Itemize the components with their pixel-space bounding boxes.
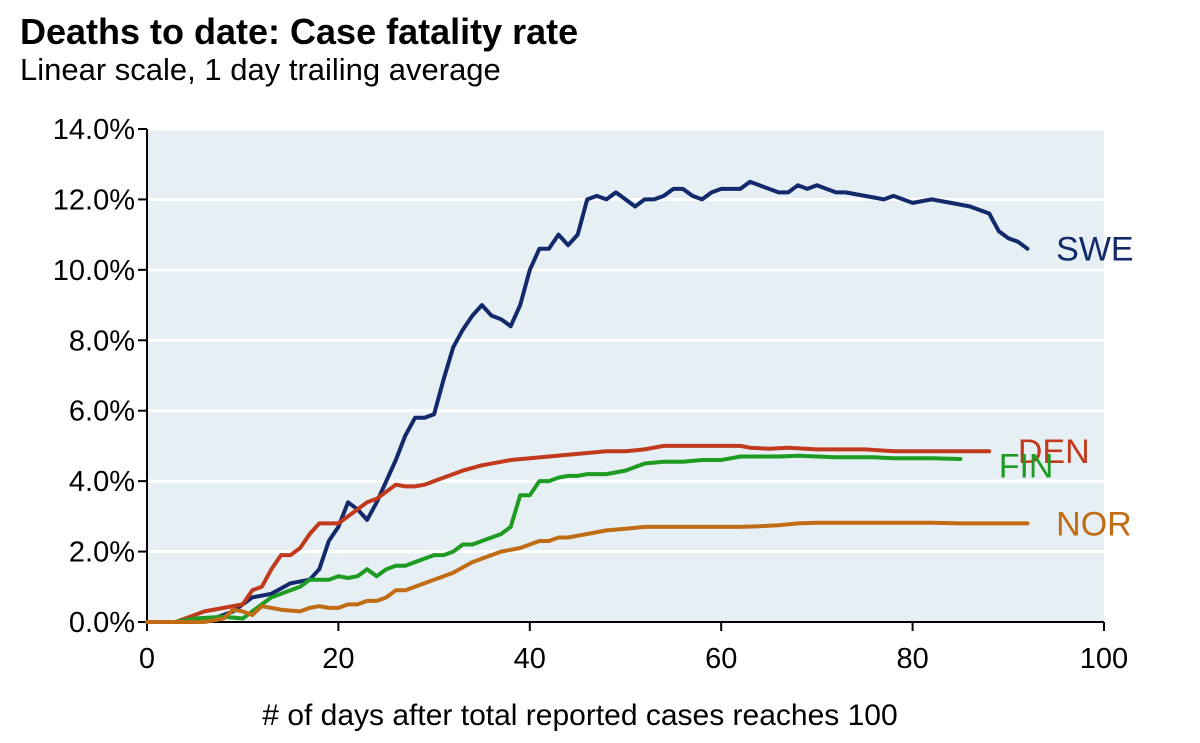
- series-line-nor: [145, 520, 1030, 624]
- y-tick-label: 8.0%: [69, 325, 135, 357]
- y-tick-label: 4.0%: [69, 466, 135, 498]
- chart-title: Deaths to date: Case fatality rate: [20, 11, 578, 52]
- y-tick-label: 6.0%: [69, 396, 135, 428]
- series-line-den: [145, 443, 992, 624]
- axes: [146, 129, 1104, 623]
- series-line-fin: [145, 453, 963, 624]
- series-label-nor: NOR: [1056, 505, 1132, 543]
- y-tick-label: 12.0%: [53, 184, 135, 216]
- series-label-swe: SWE: [1056, 231, 1133, 269]
- x-tick-label: 100: [1080, 643, 1128, 675]
- y-axis-ticks: 0.0% 2.0% 4.0% 6.0% 8.0% 10.0% 12.0% 14.0%: [53, 114, 147, 639]
- x-tick-label: 60: [705, 643, 737, 675]
- series-label-den: DEN: [1018, 433, 1090, 471]
- y-tick-label: 0.0%: [69, 607, 135, 639]
- x-axis-label: # of days after total reported cases rea…: [262, 699, 897, 732]
- y-tick-label: 2.0%: [69, 537, 135, 569]
- x-tick-label: 40: [514, 643, 546, 675]
- chart-subtitle: Linear scale, 1 day trailing average: [20, 52, 501, 87]
- series-lines: [145, 179, 1030, 624]
- x-tick-label: 0: [139, 643, 155, 675]
- x-tick-label: 80: [896, 643, 928, 675]
- x-tick-label: 20: [322, 643, 354, 675]
- series-label-fin: FIN: [999, 447, 1054, 485]
- y-tick-label: 14.0%: [53, 114, 135, 146]
- x-axis-ticks: 0 20 40 60 80 100: [139, 622, 1128, 675]
- y-tick-label: 10.0%: [53, 255, 135, 287]
